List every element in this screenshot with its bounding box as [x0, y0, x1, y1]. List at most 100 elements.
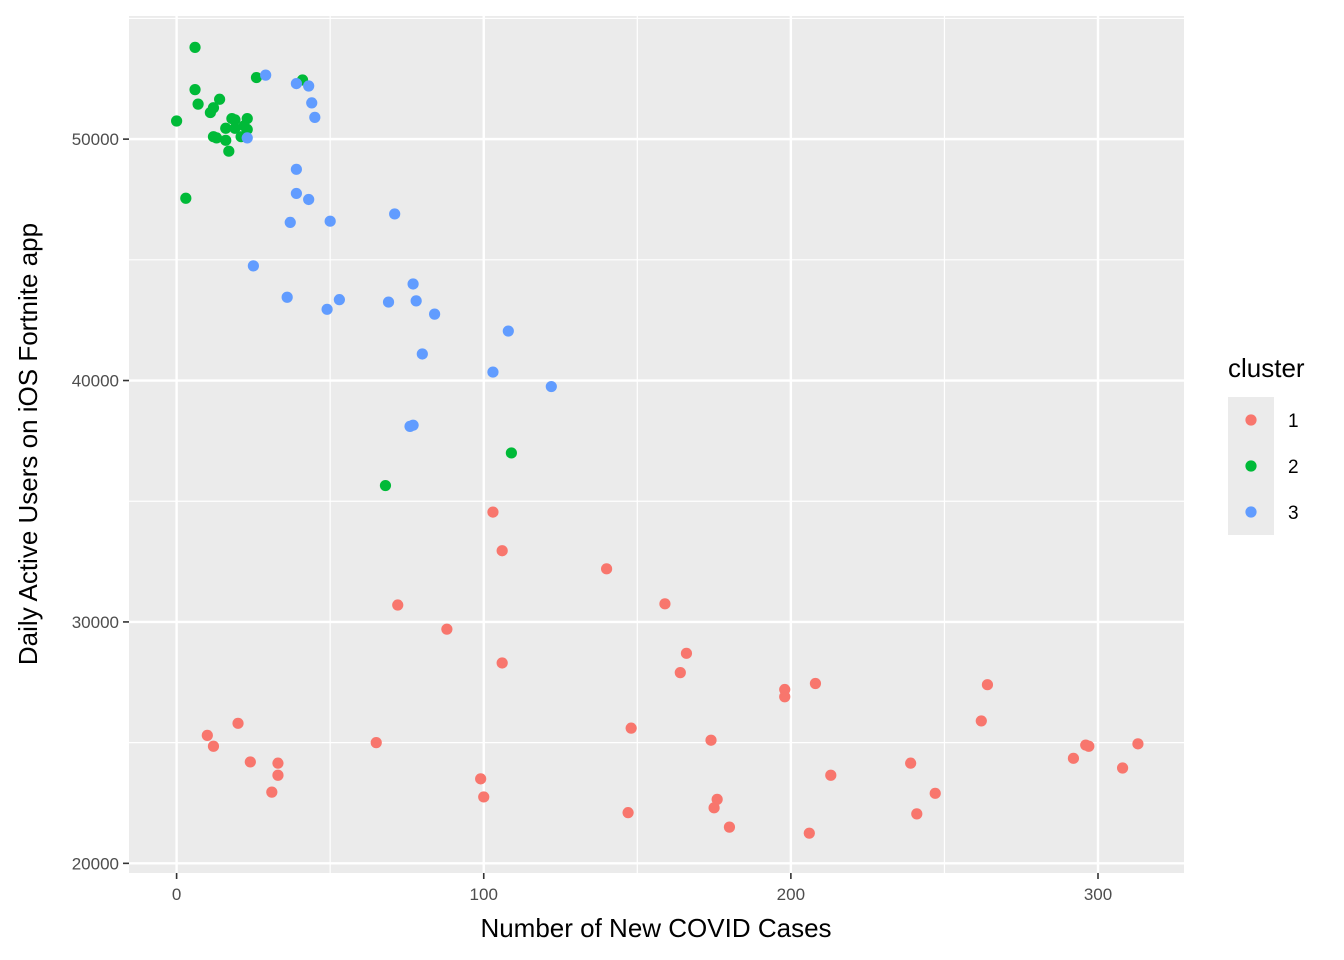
legend-key-cluster-2 — [1245, 460, 1257, 472]
minor-gridlines — [129, 16, 1184, 873]
x-axis-title: Number of New COVID Cases — [480, 913, 831, 943]
data-point-cluster-2 — [220, 134, 232, 146]
data-point-cluster-2 — [192, 98, 204, 110]
data-point-cluster-1 — [975, 715, 987, 727]
data-point-cluster-1 — [1083, 740, 1095, 752]
data-point-cluster-2 — [189, 84, 201, 96]
data-point-cluster-3 — [545, 380, 557, 393]
data-point-cluster-1 — [723, 821, 736, 833]
legend-key-cluster-3 — [1245, 506, 1257, 518]
data-point-cluster-3 — [284, 216, 296, 229]
data-point-cluster-3 — [407, 278, 419, 290]
data-point-cluster-1 — [392, 599, 404, 611]
data-point-cluster-1 — [201, 729, 213, 741]
y-tick-label: 40000 — [72, 372, 119, 391]
legend-label-cluster-3: 3 — [1288, 503, 1299, 524]
data-point-cluster-1 — [680, 647, 693, 659]
data-point-cluster-3 — [407, 419, 419, 431]
y-tick-label: 20000 — [72, 854, 119, 873]
legend-title: cluster — [1228, 353, 1305, 383]
x-tick-label: 300 — [1084, 885, 1112, 904]
data-point-cluster-3 — [333, 294, 345, 306]
x-tick-label: 200 — [777, 885, 805, 904]
data-point-cluster-1 — [441, 623, 453, 635]
data-point-cluster-3 — [389, 208, 401, 220]
data-point-cluster-1 — [600, 563, 613, 575]
data-point-cluster-3 — [321, 303, 333, 315]
data-point-cluster-3 — [303, 193, 315, 206]
data-point-cluster-1 — [232, 717, 244, 729]
data-point-cluster-3 — [324, 215, 336, 227]
data-point-cluster-1 — [711, 793, 723, 805]
legend-label-cluster-1: 1 — [1288, 411, 1299, 432]
y-tick-label: 50000 — [72, 130, 119, 149]
y-tick-label: 30000 — [72, 613, 119, 632]
data-point-cluster-1 — [244, 756, 256, 768]
data-point-cluster-2 — [171, 115, 183, 127]
data-point-cluster-1 — [1067, 752, 1080, 764]
panel-background — [129, 16, 1184, 873]
y-axis-ticks: 20000 30000 40000 50000 — [72, 130, 129, 873]
data-point-cluster-2 — [241, 112, 253, 125]
x-tick-label: 0 — [172, 885, 181, 904]
data-point-cluster-1 — [272, 769, 284, 781]
data-point-cluster-1 — [272, 757, 284, 769]
data-point-cluster-2 — [250, 71, 263, 84]
data-point-cluster-1 — [825, 769, 837, 781]
data-point-cluster-2 — [505, 447, 517, 459]
data-point-cluster-1 — [981, 679, 994, 691]
data-point-cluster-1 — [478, 791, 490, 803]
data-point-cluster-1 — [705, 734, 717, 746]
data-point-cluster-3 — [309, 111, 321, 123]
data-point-cluster-1 — [266, 786, 278, 798]
data-point-cluster-1 — [911, 808, 923, 820]
data-point-cluster-3 — [260, 69, 272, 81]
data-point-cluster-1 — [779, 683, 791, 696]
data-point-cluster-2 — [189, 41, 201, 53]
data-point-cluster-2 — [220, 122, 232, 134]
data-point-cluster-3 — [290, 163, 302, 175]
data-point-cluster-3 — [281, 291, 293, 303]
data-point-cluster-3 — [247, 260, 259, 272]
data-point-cluster-2 — [207, 102, 220, 114]
data-point-cluster-1 — [803, 827, 815, 839]
data-point-cluster-3 — [303, 80, 315, 92]
x-tick-label: 100 — [470, 885, 498, 904]
data-point-cluster-1 — [659, 598, 671, 610]
data-point-cluster-3 — [290, 187, 302, 200]
legend-label-cluster-2: 2 — [1288, 457, 1299, 478]
y-axis-title: Daily Active Users on iOS Fortnite app — [13, 223, 43, 665]
data-point-cluster-1 — [370, 737, 382, 749]
legend: cluster 1 2 3 — [1228, 353, 1305, 535]
data-point-cluster-2 — [379, 479, 392, 492]
data-point-cluster-2 — [229, 114, 241, 126]
data-point-cluster-1 — [708, 802, 720, 814]
x-axis-ticks: 0 100 200 300 — [172, 873, 1112, 904]
data-point-cluster-1 — [475, 773, 487, 785]
data-point-cluster-1 — [929, 787, 941, 799]
data-point-cluster-1 — [1116, 762, 1129, 774]
data-point-cluster-1 — [625, 722, 637, 734]
legend-key-cluster-1 — [1245, 414, 1257, 426]
data-point-cluster-3 — [290, 77, 302, 90]
data-point-cluster-3 — [416, 348, 428, 360]
major-gridlines — [129, 16, 1184, 873]
data-point-cluster-1 — [809, 677, 822, 690]
data-point-cluster-3 — [502, 325, 514, 337]
data-point-cluster-1 — [496, 545, 508, 557]
data-point-cluster-3 — [382, 296, 395, 308]
data-points — [171, 41, 1144, 839]
data-point-cluster-2 — [214, 93, 226, 105]
data-point-cluster-3 — [487, 366, 499, 378]
data-point-cluster-1 — [207, 740, 220, 752]
data-point-cluster-3 — [241, 132, 253, 144]
data-point-cluster-3 — [428, 308, 441, 320]
data-point-cluster-1 — [1132, 738, 1144, 750]
data-point-cluster-1 — [622, 807, 634, 819]
data-point-cluster-2 — [210, 132, 223, 144]
data-point-cluster-3 — [306, 97, 318, 109]
data-point-cluster-1 — [496, 657, 508, 669]
data-point-cluster-2 — [180, 192, 192, 204]
data-point-cluster-1 — [905, 757, 917, 769]
